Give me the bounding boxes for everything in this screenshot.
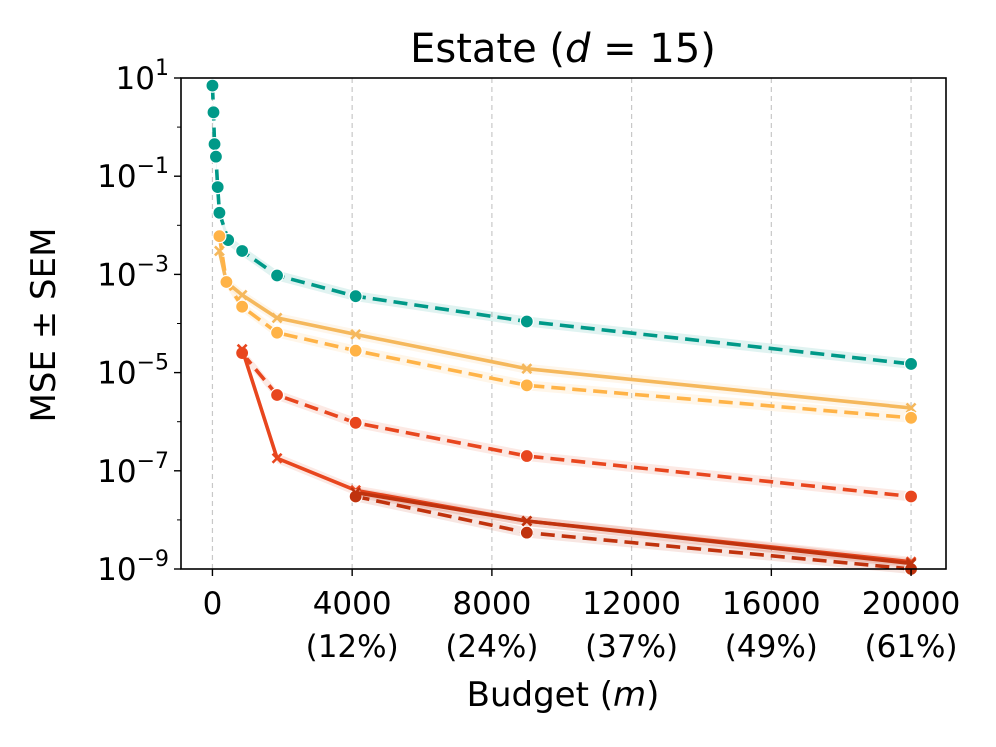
data-point: [350, 328, 362, 340]
data-point: [905, 402, 917, 414]
chart-title: Estate (d = 15): [410, 26, 716, 72]
sem-band: [219, 231, 912, 423]
data-point: [521, 363, 533, 375]
data-point: [219, 274, 234, 290]
x-tick-pct-label: (12%): [306, 629, 399, 665]
data-point: [269, 268, 285, 283]
data-point: [519, 378, 534, 393]
data-point: [235, 243, 250, 259]
sem-band: [355, 491, 912, 574]
sem-band: [242, 344, 912, 567]
y-tick-label: 101: [116, 56, 169, 97]
data-point: [236, 289, 248, 301]
data-point: [519, 314, 534, 329]
y-axis-label: MSE ± SEM: [24, 228, 64, 423]
y-tick-label: 10−7: [97, 449, 169, 490]
data-point: [210, 179, 225, 195]
x-tick-label: 12000: [582, 586, 681, 622]
x-tick-pct-label: (24%): [445, 629, 538, 665]
data-point: [207, 137, 222, 152]
data-point: [205, 78, 220, 93]
data-point: [348, 289, 363, 304]
data-point: [206, 105, 221, 120]
series-yellow-dashed-circle: [212, 229, 919, 425]
data-point: [208, 149, 224, 164]
y-tick-label: 10−3: [97, 252, 169, 293]
x-tick-pct-label: (49%): [725, 629, 818, 665]
series-darkred-solid-x: [350, 487, 917, 569]
x-tick-label: 20000: [862, 586, 961, 622]
series-orange-dashed-circle: [235, 345, 919, 504]
data-point: [271, 312, 283, 324]
x-tick-label: 16000: [722, 586, 821, 622]
data-point: [903, 410, 919, 425]
data-point: [350, 487, 362, 499]
series-group: [205, 78, 919, 577]
x-tick-label: 0: [203, 586, 223, 622]
data-point: [521, 515, 533, 527]
x-tick-pct-label: (37%): [585, 629, 678, 665]
data-point: [236, 343, 248, 355]
data-point: [269, 325, 285, 340]
sem-band: [242, 348, 912, 502]
y-tick-label: 10−1: [97, 154, 169, 195]
data-point: [212, 229, 227, 244]
series-teal-dashed-circle: [205, 78, 919, 372]
x-tick-label: 4000: [313, 586, 392, 622]
sem-band: [219, 245, 912, 414]
x-tick-pct-label: (61%): [865, 629, 958, 665]
data-point: [519, 448, 534, 464]
data-point: [348, 415, 363, 430]
x-axis-label: Budget (m): [467, 675, 660, 715]
grid: [211, 78, 912, 569]
y-tick-label: 10−5: [97, 351, 169, 392]
data-point: [271, 452, 283, 464]
sem-band: [212, 80, 912, 369]
data-point: [212, 205, 227, 220]
x-tick-label: 8000: [452, 586, 531, 622]
data-point: [903, 489, 919, 504]
data-point: [348, 343, 363, 358]
data-point: [235, 299, 250, 314]
data-point: [269, 387, 285, 403]
data-point: [905, 557, 917, 569]
data-point: [903, 356, 919, 372]
sem-band: [355, 487, 912, 569]
axes: 0 4000 (12%) 8000 (24%) 12000 (37%) 16000 (49%) 2…: [97, 56, 960, 665]
y-tick-label: 10−9: [97, 547, 169, 588]
data-point: [519, 525, 534, 540]
